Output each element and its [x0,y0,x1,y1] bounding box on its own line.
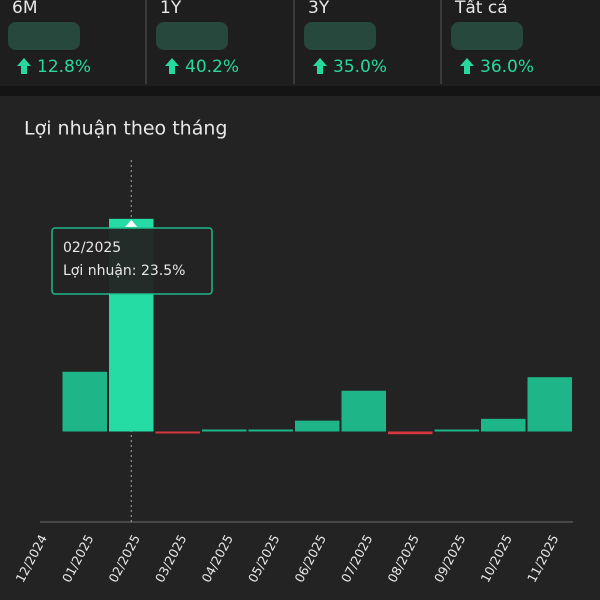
blurred-value [304,22,376,50]
bar [388,431,433,435]
bar [202,429,247,432]
up-arrow [17,58,31,74]
chart-title: Lợi nhuận theo tháng [24,118,227,140]
up-arrow [460,58,474,74]
period-label: 1Y [160,0,182,18]
tooltip-pointer [125,219,138,227]
chart-panel [0,96,600,600]
bar [481,418,526,432]
bar [295,420,340,432]
up-arrow [165,58,179,74]
bar [248,429,293,432]
bar [434,429,479,432]
period-label: 6M [12,0,37,18]
bar [341,390,386,432]
divider [0,86,600,96]
tooltip-date: 02/2025 [63,240,121,256]
change-value: 12.8% [37,57,91,77]
change-value: 35.0% [333,57,387,77]
change-value: 40.2% [185,57,239,77]
tooltip-value: Lợi nhuận: 23.5% [63,263,185,279]
period-label: Tất cả [454,0,508,18]
tooltip [51,227,213,295]
bar [155,431,200,434]
blurred-value [451,22,523,50]
bar [527,377,572,432]
bar [62,371,107,432]
blurred-value [156,22,228,50]
change-value: 36.0% [480,57,534,77]
up-arrow [313,58,327,74]
period-label: 3Y [308,0,330,18]
blurred-value [8,22,80,50]
